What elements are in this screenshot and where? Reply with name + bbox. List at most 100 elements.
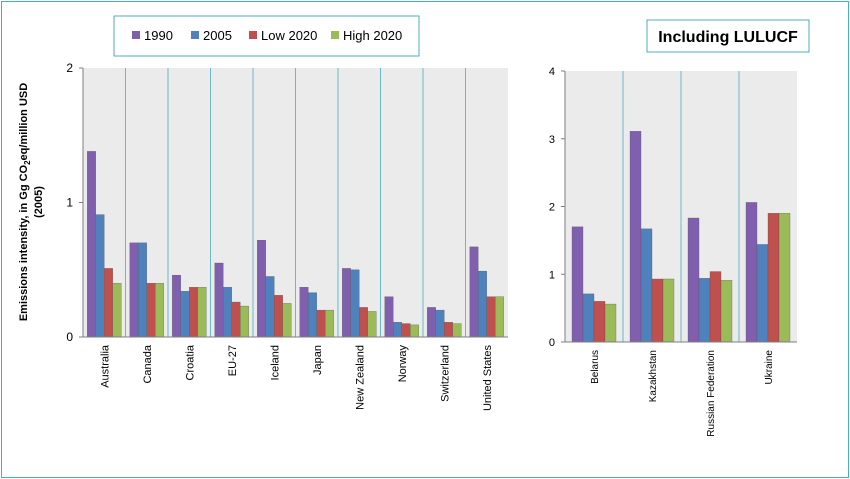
right-title-box — [646, 19, 810, 53]
right-bars — [571, 131, 791, 343]
y-tick-label-3: 3 — [549, 134, 555, 146]
bar-kazakhstan-1990 — [629, 131, 642, 343]
y-tick-label-0: 0 — [549, 337, 555, 349]
bar-united-states-2005 — [478, 270, 487, 338]
bar-ukraine-2005 — [756, 244, 769, 343]
legend-swatch-1990 — [132, 31, 140, 39]
bar-kazakhstan-low-2020 — [651, 278, 664, 343]
bar-norway-high-2020 — [410, 324, 419, 338]
bar-norway-1990 — [384, 296, 394, 338]
y-axis-label-line2: (2005) — [33, 186, 45, 218]
bar-canada-low-2020 — [146, 283, 156, 338]
category-label-norway: Norway — [397, 345, 409, 383]
y-axis-label: Emissions intensity, in Gg CO2eq/million… — [18, 83, 45, 321]
bar-croatia-2005 — [180, 291, 190, 338]
bar-belarus-2005 — [582, 293, 595, 343]
bar-croatia-1990 — [172, 274, 181, 338]
legend-label-high-2020: High 2020 — [343, 28, 402, 43]
category-label-kazakhstan: Kazakhstan — [648, 350, 659, 402]
bar-iceland-1990 — [257, 240, 266, 338]
bar-canada-high-2020 — [155, 283, 164, 338]
bar-australia-1990 — [87, 151, 96, 338]
legend-label-1990: 1990 — [144, 28, 173, 43]
y-axis-label-sub: 2 — [23, 160, 32, 165]
legend: 1990 2005 Low 2020 High 2020 — [132, 28, 402, 43]
y-tick-label-2: 2 — [66, 61, 73, 75]
category-label-canada: Canada — [142, 344, 154, 383]
bar-belarus-low-2020 — [593, 301, 606, 343]
category-label-switzerland: Switzerland — [439, 345, 451, 402]
bar-canada-2005 — [138, 242, 147, 338]
category-label-new-zealand: New Zealand — [354, 345, 366, 410]
bar-ukraine-low-2020 — [767, 213, 780, 343]
bar-eu-27-low-2020 — [231, 301, 241, 338]
bar-united-states-high-2020 — [495, 296, 504, 338]
bar-new-zealand-2005 — [350, 269, 360, 338]
bar-canada-1990 — [129, 242, 139, 338]
category-label-ukraine: Ukraine — [764, 350, 775, 385]
bar-croatia-low-2020 — [189, 287, 198, 338]
y-tick-label-1: 1 — [66, 196, 73, 210]
bar-australia-high-2020 — [112, 283, 122, 338]
bar-iceland-high-2020 — [282, 303, 292, 338]
y-tick-label-0: 0 — [66, 330, 73, 344]
bar-australia-2005 — [95, 214, 105, 338]
bar-new-zealand-1990 — [342, 268, 351, 338]
bar-united-states-1990 — [469, 246, 479, 338]
bar-eu-27-2005 — [223, 287, 232, 338]
bar-switzerland-1990 — [427, 307, 436, 338]
y-tick-label-1: 1 — [549, 269, 555, 281]
y-axis-label-part2: eq/million USD — [18, 83, 30, 161]
bar-japan-2005 — [308, 292, 317, 338]
bar-belarus-1990 — [571, 226, 584, 343]
category-label-japan: Japan — [312, 345, 324, 375]
bar-united-states-low-2020 — [486, 296, 496, 338]
legend-swatch-high-2020 — [331, 31, 339, 39]
legend-label-low-2020: Low 2020 — [261, 28, 317, 43]
bar-kazakhstan-high-2020 — [662, 278, 675, 343]
right-axes: Belarus Kazakhstan Russian Federation Ukrai… — [549, 66, 797, 437]
y-tick-label-2: 2 — [549, 202, 555, 214]
right-chart-title: Including LULUCF — [658, 29, 798, 46]
bar-ukraine-high-2020 — [778, 213, 791, 343]
category-label-australia: Australia — [99, 344, 111, 388]
bar-new-zealand-high-2020 — [367, 311, 377, 338]
bar-russian-federation-2005 — [698, 278, 711, 343]
category-label-belarus: Belarus — [590, 350, 601, 384]
category-label-iceland: Iceland — [269, 345, 281, 380]
y-tick-label-4: 4 — [549, 66, 555, 78]
bar-eu-27-high-2020 — [240, 305, 249, 338]
left-axes: Australia Canada Croatia EU-27 Iceland Japan N… — [66, 61, 508, 411]
bar-croatia-high-2020 — [197, 287, 207, 338]
bar-russian-federation-1990 — [687, 217, 700, 343]
bar-ukraine-1990 — [745, 202, 758, 343]
bar-norway-low-2020 — [401, 323, 411, 338]
bar-japan-1990 — [299, 287, 309, 338]
bar-japan-high-2020 — [325, 309, 334, 338]
y-axis-label-part1: Emissions intensity, in Gg CO — [18, 164, 30, 321]
category-label-eu-27: EU-27 — [227, 345, 239, 376]
bar-norway-2005 — [393, 322, 402, 338]
left-bars — [87, 151, 504, 338]
bar-kazakhstan-2005 — [640, 228, 653, 343]
legend-label-2005: 2005 — [203, 28, 232, 43]
bar-russian-federation-low-2020 — [709, 271, 722, 343]
bar-switzerland-low-2020 — [444, 322, 453, 338]
legend-swatch-low-2020 — [249, 31, 257, 39]
bar-eu-27-1990 — [214, 262, 224, 338]
category-label-united-states: United States — [482, 345, 494, 412]
category-label-russian-federation: Russian Federation — [706, 350, 717, 437]
category-label-croatia: Croatia — [184, 344, 196, 380]
legend-swatch-2005 — [191, 31, 199, 39]
bar-japan-low-2020 — [316, 309, 326, 338]
bar-switzerland-high-2020 — [452, 323, 462, 338]
bar-iceland-low-2020 — [274, 295, 283, 338]
bar-australia-low-2020 — [104, 268, 113, 338]
bar-switzerland-2005 — [435, 309, 445, 338]
bar-new-zealand-low-2020 — [359, 307, 368, 338]
legend-box — [113, 15, 420, 57]
bar-belarus-high-2020 — [604, 303, 617, 343]
bar-iceland-2005 — [265, 276, 275, 338]
bar-russian-federation-high-2020 — [720, 280, 733, 343]
